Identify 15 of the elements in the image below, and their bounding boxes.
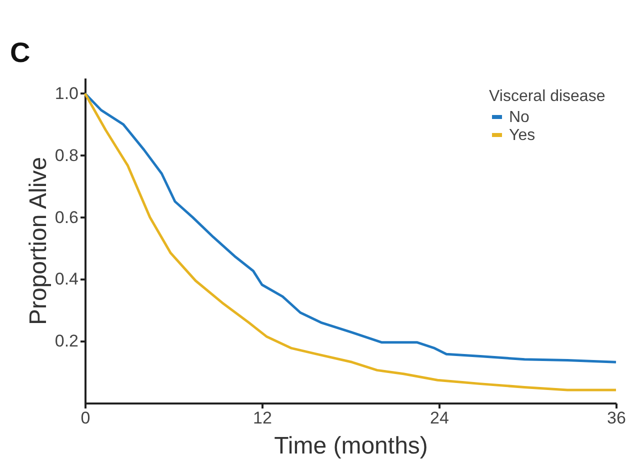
- text: C: [10, 37, 30, 68]
- x-axis-title: Time (months): [274, 432, 428, 460]
- x-tick-label: 12: [253, 408, 272, 428]
- x-tick-label: 0: [80, 408, 90, 428]
- y-tick-label: 0.8: [54, 146, 78, 165]
- legend-label: Yes: [509, 127, 536, 144]
- y-axis-title: Proportion Alive: [24, 156, 52, 326]
- y-tick-label: 0.2: [54, 332, 78, 351]
- x-tick-label: 36: [607, 408, 626, 428]
- y-tick-label: 1.0: [54, 84, 78, 103]
- legend-title: Visceral disease: [489, 88, 606, 105]
- y-tick-label: 0.6: [54, 208, 78, 227]
- x-tick-label: 24: [430, 408, 449, 428]
- y-tick-label: 0.4: [54, 270, 78, 289]
- legend-label: No: [509, 109, 530, 126]
